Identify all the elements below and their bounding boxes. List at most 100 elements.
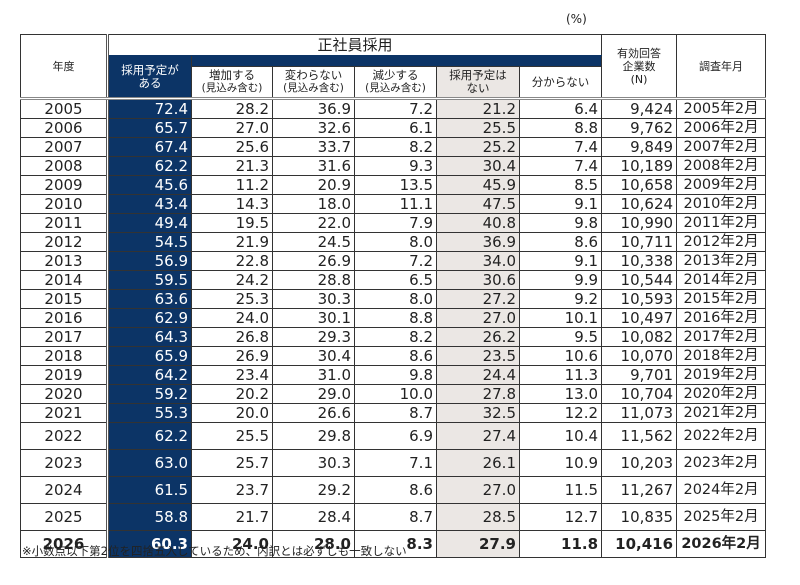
cell-n: 11,267 <box>601 476 678 504</box>
header-increase: 増加する (見込み含む) <box>191 66 273 100</box>
cell-same: 24.5 <box>272 232 355 252</box>
cell-n: 10,189 <box>601 156 678 176</box>
header-unknown: 分からない <box>518 66 603 100</box>
cell-survey-date: 2014年2月 <box>676 270 767 290</box>
cell-plan-no: 25.5 <box>436 118 520 138</box>
cell-plan-yes: 62.2 <box>106 422 192 450</box>
cell-year: 2020 <box>20 384 108 404</box>
header-decrease-line2: (見込み含む) <box>365 82 426 94</box>
cell-plan-no: 28.5 <box>436 503 520 531</box>
cell-plan-yes: 65.7 <box>106 118 192 138</box>
table-row: 2006 65.7 27.0 32.6 6.1 25.5 8.8 9,762 2006年2月 <box>20 118 767 138</box>
cell-increase: 11.2 <box>191 175 273 195</box>
cell-decrease: 6.9 <box>354 422 437 450</box>
cell-year: 2016 <box>20 308 108 328</box>
header-n-line1: 有効回答 <box>617 46 662 60</box>
cell-decrease: 6.5 <box>354 270 437 290</box>
footnote: ※小数点以下第2位を四捨五入しているため、内訳とは必ずしも一致しない <box>22 544 407 558</box>
cell-plan-no: 45.9 <box>436 175 520 195</box>
cell-survey-date: 2023年2月 <box>676 449 767 477</box>
cell-survey-date: 2018年2月 <box>676 346 767 366</box>
cell-survey-date: 2012年2月 <box>676 232 767 252</box>
table-row: 2013 56.9 22.8 26.9 7.2 34.0 9.1 10,338 2013年2月 <box>20 251 767 271</box>
cell-same: 26.9 <box>272 251 355 271</box>
cell-decrease: 9.3 <box>354 156 437 176</box>
cell-decrease: 10.0 <box>354 384 437 404</box>
cell-survey-date: 2009年2月 <box>676 175 767 195</box>
cell-same: 29.0 <box>272 384 355 404</box>
cell-increase: 26.8 <box>191 327 273 347</box>
header-year: 年度 <box>20 34 108 100</box>
cell-plan-yes: 65.9 <box>106 346 192 366</box>
cell-year: 2025 <box>20 503 108 531</box>
cell-year: 2012 <box>20 232 108 252</box>
header-increase-line1: 増加する <box>209 68 255 82</box>
cell-survey-date: 2017年2月 <box>676 327 767 347</box>
cell-unknown: 8.6 <box>518 232 603 252</box>
cell-plan-no: 27.0 <box>436 308 520 328</box>
table-row: 2010 43.4 14.3 18.0 11.1 47.5 9.1 10,624 2010年2月 <box>20 194 767 214</box>
table-row: 2026 60.3 24.0 28.0 8.3 27.9 11.8 10,416 2026年2月 <box>20 530 767 558</box>
cell-n: 10,990 <box>601 213 678 233</box>
cell-plan-no: 30.4 <box>436 156 520 176</box>
table-row: 2011 49.4 19.5 22.0 7.9 40.8 9.8 10,990 2011年2月 <box>20 213 767 233</box>
cell-decrease: 7.9 <box>354 213 437 233</box>
cell-survey-date: 2008年2月 <box>676 156 767 176</box>
cell-n: 10,593 <box>601 289 678 309</box>
cell-same: 33.7 <box>272 137 355 157</box>
header-decrease-line1: 減少する <box>372 68 419 82</box>
table-row: 2022 62.2 25.5 29.8 6.9 27.4 10.4 11,562 2022年2月 <box>20 422 767 450</box>
cell-survey-date: 2020年2月 <box>676 384 767 404</box>
header-plan-no-line1: 採用予定は <box>449 68 507 82</box>
cell-decrease: 8.0 <box>354 232 437 252</box>
cell-plan-yes: 43.4 <box>106 194 192 214</box>
header-n-line3: (N) <box>630 72 648 86</box>
cell-n: 11,073 <box>601 403 678 423</box>
cell-decrease: 8.0 <box>354 289 437 309</box>
cell-n: 10,704 <box>601 384 678 404</box>
cell-decrease: 8.7 <box>354 403 437 423</box>
cell-increase: 20.2 <box>191 384 273 404</box>
cell-plan-yes: 63.0 <box>106 449 192 477</box>
cell-year: 2024 <box>20 476 108 504</box>
cell-year: 2018 <box>20 346 108 366</box>
cell-plan-no: 26.1 <box>436 449 520 477</box>
cell-year: 2007 <box>20 137 108 157</box>
cell-same: 30.3 <box>272 289 355 309</box>
cell-unknown: 9.5 <box>518 327 603 347</box>
cell-plan-yes: 59.5 <box>106 270 192 290</box>
cell-survey-date: 2022年2月 <box>676 422 767 450</box>
cell-plan-yes: 56.9 <box>106 251 192 271</box>
cell-same: 22.0 <box>272 213 355 233</box>
cell-unknown: 10.4 <box>518 422 603 450</box>
cell-survey-date: 2010年2月 <box>676 194 767 214</box>
cell-year: 2011 <box>20 213 108 233</box>
table-row: 2017 64.3 26.8 29.3 8.2 26.2 9.5 10,082 2017年2月 <box>20 327 767 347</box>
cell-increase: 24.2 <box>191 270 273 290</box>
cell-n: 9,424 <box>601 98 678 119</box>
cell-year: 2006 <box>20 118 108 138</box>
cell-year: 2008 <box>20 156 108 176</box>
table-row: 2014 59.5 24.2 28.8 6.5 30.6 9.9 10,544 2014年2月 <box>20 270 767 290</box>
table-row: 2021 55.3 20.0 26.6 8.7 32.5 12.2 11,073 2021年2月 <box>20 403 767 423</box>
cell-n: 10,497 <box>601 308 678 328</box>
cell-plan-no: 23.5 <box>436 346 520 366</box>
cell-plan-yes: 55.3 <box>106 403 192 423</box>
cell-increase: 25.6 <box>191 137 273 157</box>
cell-increase: 25.7 <box>191 449 273 477</box>
cell-decrease: 8.8 <box>354 308 437 328</box>
header-same: 変わらない (見込み含む) <box>272 66 355 100</box>
cell-unknown: 11.8 <box>518 530 603 558</box>
table-row: 2009 45.6 11.2 20.9 13.5 45.9 8.5 10,658 2009年2月 <box>20 175 767 195</box>
table-row: 2012 54.5 21.9 24.5 8.0 36.9 8.6 10,711 2012年2月 <box>20 232 767 252</box>
cell-plan-no: 27.0 <box>436 476 520 504</box>
cell-n: 10,544 <box>601 270 678 290</box>
cell-increase: 19.5 <box>191 213 273 233</box>
cell-plan-no: 40.8 <box>436 213 520 233</box>
cell-increase: 21.3 <box>191 156 273 176</box>
cell-year: 2015 <box>20 289 108 309</box>
cell-unknown: 9.8 <box>518 213 603 233</box>
cell-increase: 14.3 <box>191 194 273 214</box>
cell-n: 10,624 <box>601 194 678 214</box>
cell-year: 2022 <box>20 422 108 450</box>
